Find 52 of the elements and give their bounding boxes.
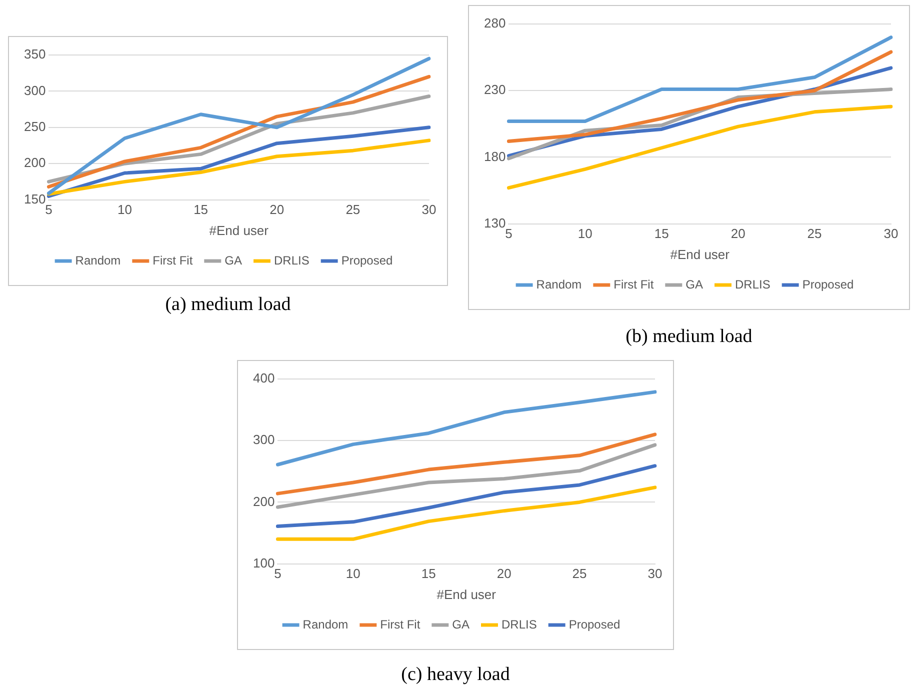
x-tick-label: 15 xyxy=(194,202,208,218)
y-tick-label: 350 xyxy=(24,46,46,62)
x-tick-label: 25 xyxy=(346,202,360,218)
y-tick-label: 200 xyxy=(24,155,46,170)
legend-label: Random xyxy=(536,277,582,292)
legend-label: DRLIS xyxy=(274,253,310,268)
x-tick-label: 25 xyxy=(807,226,822,242)
x-tick-label: 20 xyxy=(496,566,512,582)
legend-label: First Fit xyxy=(614,277,654,292)
y-tick-label: 150 xyxy=(24,191,46,206)
x-tick-label: 5 xyxy=(505,226,512,242)
legend-label: Proposed xyxy=(802,277,854,292)
x-axis-title: #End user xyxy=(436,586,497,602)
y-tick-label: 130 xyxy=(484,215,506,230)
legend-label: DRLIS xyxy=(734,277,770,292)
text: (b) medium load xyxy=(624,326,754,348)
x-tick-label: 30 xyxy=(422,202,436,218)
x-tick-label: 5 xyxy=(45,202,52,218)
x-tick-label: 15 xyxy=(421,566,436,582)
y-tick-label: 180 xyxy=(484,148,506,164)
legend-label: Proposed xyxy=(568,617,620,632)
legend-label: First Fit xyxy=(380,617,421,632)
x-axis-title: #End user xyxy=(670,246,730,262)
y-tick-label: 300 xyxy=(24,82,46,98)
legend-label: First Fit xyxy=(152,253,194,268)
x-tick-label: 10 xyxy=(118,202,132,218)
legend-label: Random xyxy=(302,617,348,632)
x-tick-label: 30 xyxy=(884,226,898,242)
legend-label: DRLIS xyxy=(501,617,537,632)
x-tick-label: 10 xyxy=(578,226,592,242)
x-tick-label: 20 xyxy=(730,226,746,242)
x-tick-label: 20 xyxy=(270,202,284,218)
y-tick-label: 250 xyxy=(24,118,46,134)
legend-label: GA xyxy=(224,253,242,268)
x-axis-title: #End user xyxy=(209,222,270,238)
legend-label: Random xyxy=(75,253,121,268)
x-tick-label: 5 xyxy=(274,566,282,582)
x-tick-label: 25 xyxy=(572,566,587,582)
legend-label: GA xyxy=(452,617,470,632)
y-tick-label: 230 xyxy=(484,82,506,98)
x-tick-label: 30 xyxy=(648,566,662,582)
x-tick-label: 10 xyxy=(346,566,360,582)
y-tick-label: 100 xyxy=(252,555,275,570)
y-tick-label: 280 xyxy=(484,16,506,31)
y-tick-label: 400 xyxy=(252,370,275,386)
text: (a) medium load xyxy=(164,294,292,316)
x-tick-label: 15 xyxy=(654,226,669,242)
y-tick-label: 200 xyxy=(252,494,275,509)
legend-label: GA xyxy=(686,277,703,292)
text: (c) heavy load xyxy=(400,664,511,686)
legend-label: Proposed xyxy=(341,253,393,268)
y-tick-label: 300 xyxy=(252,432,275,448)
